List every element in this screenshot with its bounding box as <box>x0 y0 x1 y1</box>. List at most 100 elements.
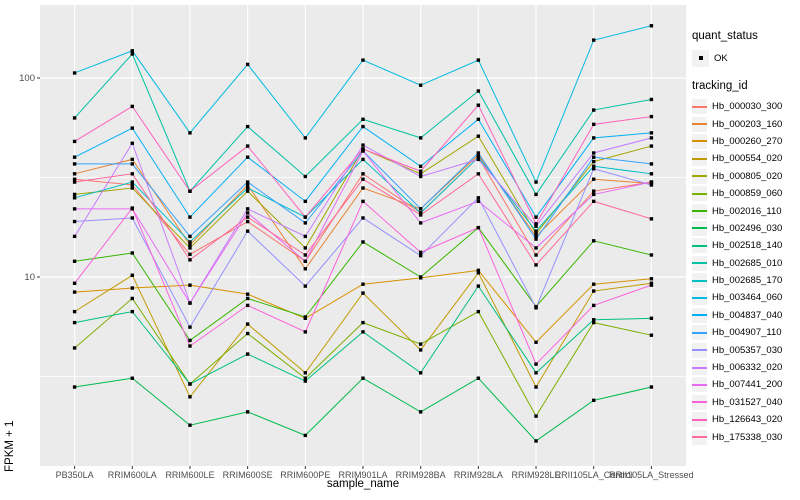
data-point <box>361 149 365 153</box>
data-point <box>649 183 654 187</box>
data-point <box>534 234 538 239</box>
legend-item: Hb_031527_040 <box>692 394 800 411</box>
data-point <box>592 122 596 127</box>
data-point <box>361 124 365 129</box>
data-point <box>592 289 596 293</box>
legend-key-swatch <box>692 290 707 306</box>
data-point <box>72 155 77 159</box>
data-point <box>592 38 596 42</box>
data-point <box>130 52 134 56</box>
data-point <box>476 199 481 204</box>
legend-item-label: Hb_002518_140 <box>712 240 783 252</box>
data-point <box>649 333 654 337</box>
legend-key-swatch <box>692 220 707 236</box>
data-point <box>245 144 250 148</box>
data-point <box>130 216 134 220</box>
legend-key-swatch <box>692 255 707 271</box>
data-point <box>592 189 596 193</box>
data-point <box>361 330 365 334</box>
legend-line-icon <box>692 244 707 247</box>
data-point <box>130 104 134 109</box>
x-tick-label: RRIM600LE <box>165 470 214 480</box>
data-point <box>418 221 423 225</box>
data-point <box>188 131 192 135</box>
data-point <box>130 126 134 130</box>
data-point <box>188 246 192 250</box>
legend-key-swatch <box>692 186 707 202</box>
data-point <box>245 207 250 211</box>
data-point <box>476 376 481 380</box>
data-point <box>534 340 538 344</box>
data-point <box>130 162 134 166</box>
data-point <box>361 282 365 286</box>
legend-key-swatch <box>692 99 707 115</box>
legend-key-swatch <box>692 325 707 341</box>
data-point <box>130 141 134 145</box>
data-point <box>245 211 250 215</box>
data-point <box>130 309 134 314</box>
legend-key-swatch <box>692 203 707 219</box>
x-axis-title: sample_name <box>326 478 400 490</box>
legend-item-label: Hb_000260_270 <box>712 135 783 147</box>
x-tick-label: RRIM928BA <box>396 470 446 480</box>
data-point <box>72 207 77 211</box>
data-point <box>72 259 77 263</box>
data-point <box>592 282 596 286</box>
data-point <box>72 180 77 184</box>
data-point <box>418 275 423 279</box>
legend-item-label: Hb_002016_110 <box>712 205 782 217</box>
legend-line-icon <box>692 123 707 126</box>
data-point <box>534 439 538 443</box>
x-tick-label: RRII105LA_Control <box>555 470 633 480</box>
data-point <box>476 151 481 155</box>
data-point <box>130 157 134 162</box>
data-point <box>130 49 134 53</box>
legend-line-icon <box>692 436 707 439</box>
data-point <box>303 259 308 263</box>
data-point <box>188 243 192 247</box>
data-point <box>303 284 308 288</box>
legend-item-label: Hb_000554_020 <box>712 153 783 165</box>
data-point <box>72 71 77 75</box>
data-point <box>188 189 192 193</box>
data-point <box>188 283 192 287</box>
data-point <box>418 250 423 255</box>
data-point <box>188 215 192 219</box>
data-point <box>245 229 250 233</box>
data-point <box>303 221 308 225</box>
legend-item-label: Hb_006332_020 <box>712 362 783 374</box>
legend-item-ok: OK <box>692 48 800 68</box>
data-point <box>130 251 134 255</box>
data-point <box>188 240 192 244</box>
data-point <box>72 116 77 120</box>
data-point <box>476 153 481 157</box>
data-point <box>418 172 423 176</box>
data-point <box>72 219 77 224</box>
data-point <box>303 376 308 380</box>
data-point <box>476 271 481 275</box>
data-point <box>649 97 654 102</box>
data-point <box>72 177 77 181</box>
legend-item-label: Hb_126643_020 <box>712 414 783 426</box>
data-point <box>303 234 308 239</box>
legend-key-swatch <box>692 238 707 254</box>
data-point <box>418 207 423 211</box>
data-point <box>476 268 481 273</box>
data-point <box>303 246 308 250</box>
data-point <box>476 284 481 288</box>
data-point <box>72 385 77 389</box>
legend-label-ok: OK <box>714 52 728 64</box>
legend-title-tracking-id: tracking_id <box>692 80 748 92</box>
data-point <box>592 303 596 308</box>
legend-item-label: Hb_000805_020 <box>712 170 783 182</box>
data-point <box>649 283 654 287</box>
data-point <box>418 342 423 346</box>
data-point <box>303 433 308 438</box>
x-tick-label: RRIM600SE <box>223 470 273 480</box>
legend-title-quant-status: quant_status <box>692 30 758 42</box>
data-point <box>534 224 538 228</box>
data-point <box>72 309 77 314</box>
y-tick-label: 100 <box>19 73 35 84</box>
data-point <box>245 215 250 219</box>
data-point <box>418 164 423 168</box>
